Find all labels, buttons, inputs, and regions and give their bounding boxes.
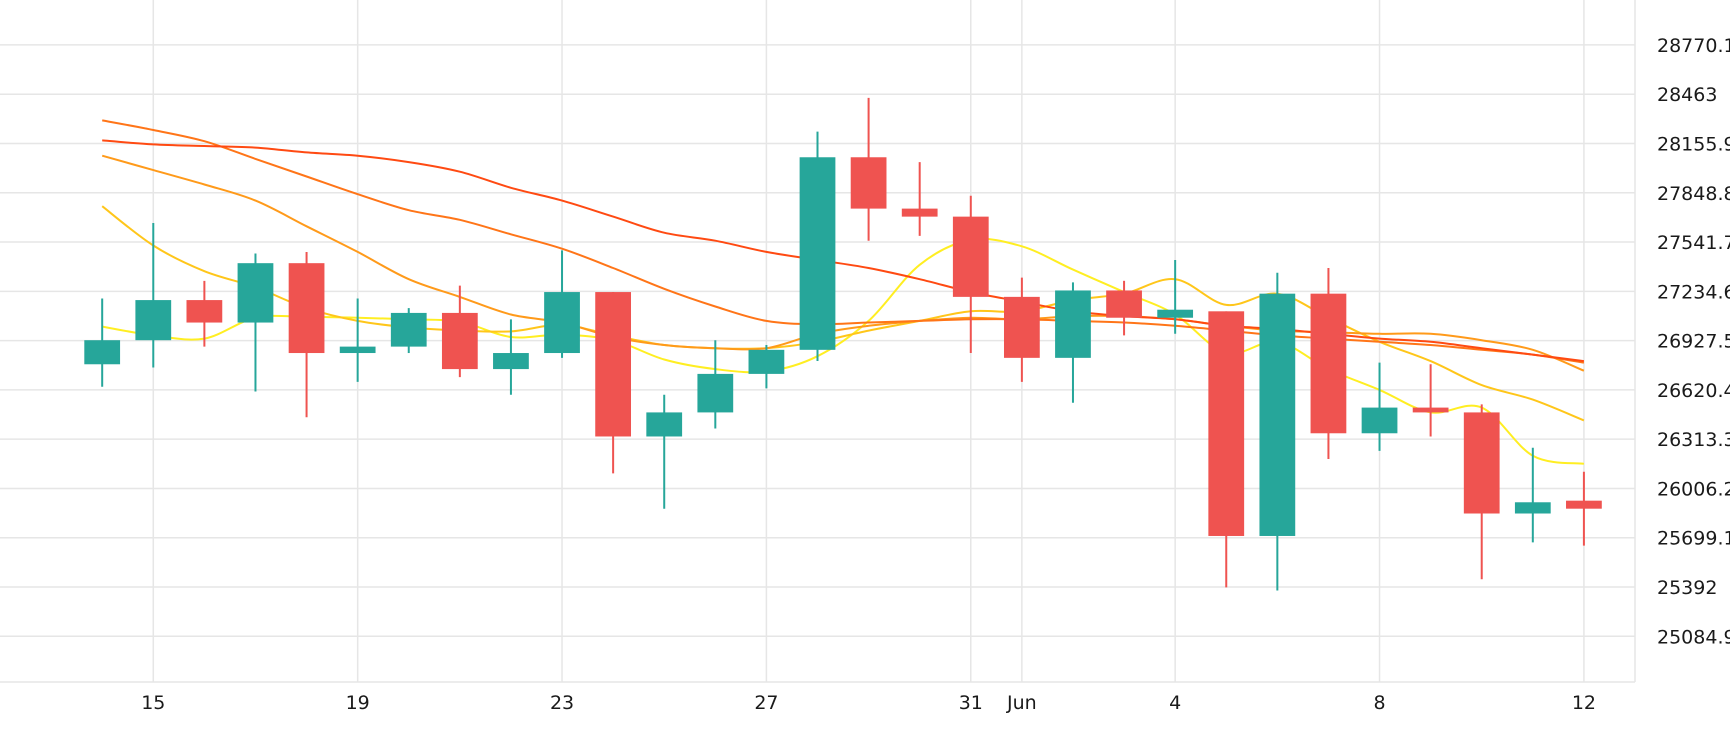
moving-average-line <box>102 237 1585 465</box>
moving-average-line <box>102 139 1585 363</box>
candle-body <box>1514 502 1551 514</box>
candle-down <box>1463 404 1500 580</box>
y-tick-label: 28770.1 <box>1657 35 1730 57</box>
y-tick-label: 25392 <box>1657 577 1717 599</box>
moving-average-line <box>101 205 1585 422</box>
candle-body <box>135 300 172 341</box>
x-tick-label: 27 <box>754 692 778 714</box>
candle-body <box>1003 296 1040 358</box>
candle-down <box>595 292 632 474</box>
candle-up <box>1259 272 1296 591</box>
y-tick-label: 26927.5 <box>1657 331 1730 353</box>
y-tick-label: 27848.8 <box>1657 183 1730 205</box>
x-tick-label: 12 <box>1572 692 1596 714</box>
candle-body <box>697 373 734 413</box>
x-tick-label: Jun <box>1006 692 1037 714</box>
candle-up <box>799 131 836 362</box>
candle-up <box>339 298 376 382</box>
candle-up <box>1055 282 1091 403</box>
y-tick-label: 25084.9 <box>1657 626 1730 648</box>
candle-up <box>1514 447 1551 543</box>
candle-body <box>1208 311 1245 536</box>
candles <box>84 97 1602 591</box>
candle-up <box>390 308 427 354</box>
y-tick-label: 27234.6 <box>1657 281 1730 303</box>
candle-body <box>441 312 478 370</box>
candle-up <box>493 319 529 395</box>
candle-up <box>84 298 121 387</box>
x-tick-label: 4 <box>1169 692 1181 714</box>
candle-body <box>595 292 632 437</box>
candle-up <box>1361 362 1398 451</box>
candle-up <box>237 253 274 392</box>
candle-body <box>544 292 580 354</box>
x-tick-label: 15 <box>141 692 165 714</box>
candle-body <box>748 349 785 374</box>
candle-body <box>646 412 683 437</box>
y-tick-label: 26620.4 <box>1657 380 1730 402</box>
candle-body <box>288 263 325 354</box>
candle-down <box>952 195 989 354</box>
x-tick-label: 19 <box>346 692 370 714</box>
candle-up <box>544 250 580 358</box>
candle-body <box>186 300 223 323</box>
y-tick-label: 27541.7 <box>1657 232 1730 254</box>
candle-down <box>288 251 325 418</box>
moving-average-lines <box>101 119 1585 465</box>
x-tick-label: 8 <box>1373 692 1385 714</box>
candle-down <box>1003 277 1040 382</box>
candle-body <box>84 340 121 365</box>
candle-down <box>901 162 938 236</box>
candle-down <box>1412 364 1449 437</box>
y-tick-label: 26313.3 <box>1657 429 1730 451</box>
candle-body <box>1412 407 1449 413</box>
candle-up <box>646 394 683 509</box>
candle-body <box>390 312 427 347</box>
candle-down <box>1566 471 1602 546</box>
candle-down <box>186 280 223 347</box>
candle-up <box>748 345 785 389</box>
candle-body <box>1361 407 1398 434</box>
candle-body <box>1463 412 1500 514</box>
candle-body <box>901 208 938 217</box>
candle-body <box>1259 293 1296 536</box>
y-tick-label: 28155.9 <box>1657 133 1730 155</box>
y-tick-label: 28463 <box>1657 84 1717 106</box>
y-tick-label: 25699.1 <box>1657 528 1730 550</box>
candle-body <box>1055 290 1091 358</box>
candle-down <box>1208 311 1245 588</box>
candle-up <box>135 223 172 368</box>
candle-up <box>1157 259 1194 334</box>
candle-body <box>339 346 376 354</box>
candle-body <box>237 263 274 323</box>
candle-body <box>952 216 989 297</box>
candle-body <box>493 353 529 370</box>
candle-up <box>697 340 734 429</box>
candle-body <box>1566 500 1602 509</box>
candle-body <box>1310 293 1347 434</box>
x-axis-labels: 15 19 23 27 31 Jun 4 8 12 <box>141 692 1596 714</box>
candle-body <box>799 157 836 350</box>
candle-body <box>1157 309 1194 318</box>
candle-down <box>1106 280 1142 336</box>
x-tick-label: 31 <box>959 692 983 714</box>
candle-down <box>1310 267 1347 459</box>
y-axis-labels: 25084.9 25392 25699.1 26006.2 26313.3 26620.4… <box>1657 35 1730 648</box>
candle-body <box>850 157 887 209</box>
candle-down <box>850 97 887 241</box>
x-tick-label: 23 <box>550 692 574 714</box>
candle-down <box>441 285 478 378</box>
candle-body <box>1106 290 1142 318</box>
y-tick-label: 26006.2 <box>1657 478 1730 500</box>
